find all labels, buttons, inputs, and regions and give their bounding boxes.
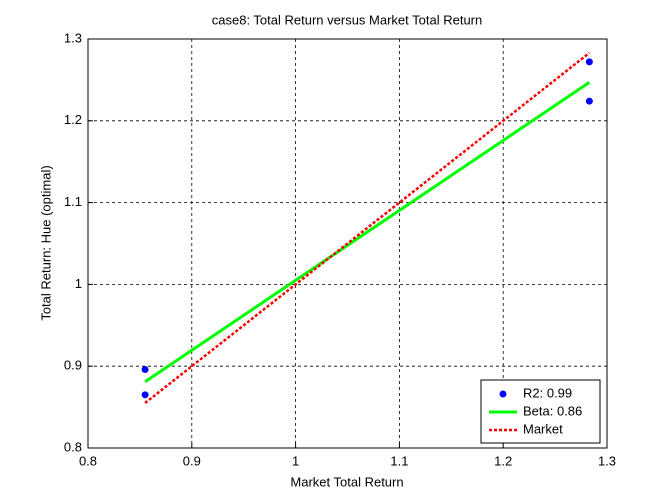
- y-tick-label: 1.2: [64, 112, 82, 127]
- x-tick-label: 1.3: [598, 453, 616, 468]
- legend-label: Market: [523, 421, 563, 436]
- plot-border: [87, 38, 608, 449]
- series-line: [144, 51, 591, 404]
- x-tick-label: 1.2: [494, 453, 512, 468]
- x-tick-label: 0.9: [183, 453, 201, 468]
- scatter-point: [141, 391, 149, 399]
- y-tick-label: 0.9: [64, 358, 82, 373]
- series-line: [144, 81, 591, 383]
- y-tick-label: 1.3: [64, 30, 82, 45]
- legend-label: Beta: 0.86: [523, 403, 582, 418]
- x-tick-label: 1: [292, 453, 299, 468]
- x-tick-label: 1.1: [390, 453, 408, 468]
- chart-title: case8: Total Return versus Market Total …: [212, 12, 482, 27]
- y-tick-label: 1: [75, 276, 82, 291]
- x-tick-label: 0.8: [79, 453, 97, 468]
- y-axis-label: Total Return: Hue (optimal): [38, 165, 53, 320]
- y-tick-label: 1.1: [64, 194, 82, 209]
- scatter-point: [585, 97, 593, 105]
- x-axis-label: Market Total Return: [290, 474, 403, 489]
- scatter-point: [141, 365, 149, 373]
- y-tick-label: 0.8: [64, 439, 82, 454]
- legend-marker: [499, 390, 507, 398]
- legend-label: R2: 0.99: [523, 385, 572, 400]
- scatter-point: [585, 58, 593, 66]
